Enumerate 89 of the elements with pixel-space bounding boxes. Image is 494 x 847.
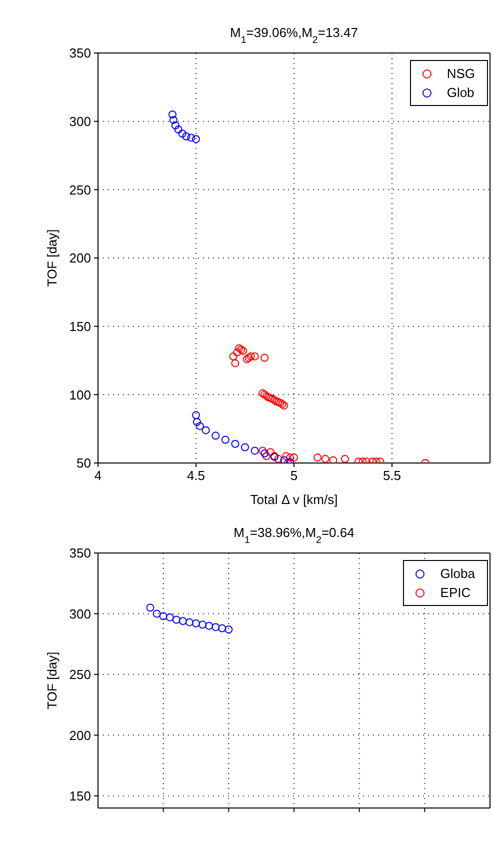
point <box>178 617 187 625</box>
point <box>233 348 242 356</box>
x-tick-label: 4.5 <box>186 468 206 484</box>
point <box>235 344 244 352</box>
point <box>224 626 233 634</box>
point <box>274 454 282 463</box>
point <box>274 398 282 406</box>
point <box>272 398 280 406</box>
point <box>280 456 288 463</box>
point <box>178 130 186 138</box>
point <box>231 440 240 448</box>
point <box>187 134 196 142</box>
point <box>246 352 255 360</box>
point <box>258 446 267 455</box>
point <box>172 616 180 624</box>
y-tick-label: 350 <box>69 46 91 61</box>
x-tick-label: 5 <box>290 468 298 484</box>
point <box>270 396 278 404</box>
point <box>192 619 200 628</box>
legend-label: Globa <box>440 565 475 583</box>
point <box>185 618 194 626</box>
y-axis-title: TOF [day] <box>44 652 60 710</box>
y-tick-label: 150 <box>69 318 91 334</box>
point <box>146 604 154 612</box>
point <box>321 454 330 463</box>
point <box>171 121 180 130</box>
point <box>212 623 220 632</box>
point <box>182 132 190 140</box>
y-tick-label: 300 <box>69 606 91 622</box>
point <box>268 394 276 403</box>
point <box>174 126 182 134</box>
y-tick-label: 350 <box>69 546 91 561</box>
point <box>205 622 214 630</box>
point <box>231 359 240 368</box>
point <box>152 610 161 618</box>
point <box>221 436 230 444</box>
y-tick-label: 150 <box>69 788 91 804</box>
point <box>282 452 290 460</box>
point <box>314 454 322 462</box>
point <box>266 448 274 456</box>
point <box>329 456 338 463</box>
y-tick-label: 250 <box>69 182 91 198</box>
point <box>237 346 246 354</box>
point <box>229 352 238 360</box>
y-tick-label: 50 <box>76 456 91 471</box>
point <box>278 400 286 408</box>
point <box>218 624 226 632</box>
point <box>290 454 298 462</box>
point <box>260 449 269 458</box>
legend-label: EPIC <box>440 584 471 602</box>
point <box>202 426 210 434</box>
point <box>242 355 251 364</box>
x-tick-label: 4 <box>94 468 102 484</box>
point <box>168 110 176 118</box>
point <box>262 452 271 460</box>
legend-label: Glob <box>446 84 474 102</box>
point <box>340 454 349 463</box>
point <box>198 620 207 629</box>
point <box>244 354 253 362</box>
point <box>276 398 284 407</box>
y-axis-title: TOF [day] <box>44 229 60 287</box>
point <box>239 346 248 355</box>
y-tick-label: 300 <box>69 114 91 129</box>
point <box>258 389 267 398</box>
y-tick-label: 100 <box>69 387 91 402</box>
y-tick-label: 250 <box>69 667 91 682</box>
point <box>280 402 288 410</box>
legend-label: NSG <box>446 65 475 83</box>
point <box>192 411 200 420</box>
point <box>260 354 269 362</box>
point <box>241 443 249 452</box>
x-axis-title: Total Δ v [km/s] <box>250 492 338 507</box>
point <box>159 612 168 620</box>
point <box>262 392 271 400</box>
point <box>286 454 294 462</box>
y-tick-label: 200 <box>69 250 91 266</box>
point <box>212 432 220 440</box>
point <box>166 613 174 622</box>
chart-title: M$_{1}$=39.06%,M$_{2}$=13.47 <box>230 25 358 46</box>
point <box>192 418 201 426</box>
point <box>169 116 178 124</box>
x-tick-label: 5.5 <box>382 468 402 484</box>
chart-title: M$_{1}$=38.96%,M$_{2}$=0.64 <box>234 525 354 546</box>
point <box>260 390 269 399</box>
point <box>250 446 259 455</box>
point <box>250 352 259 360</box>
point <box>196 422 204 430</box>
point <box>192 135 200 144</box>
y-tick-label: 200 <box>69 728 91 743</box>
